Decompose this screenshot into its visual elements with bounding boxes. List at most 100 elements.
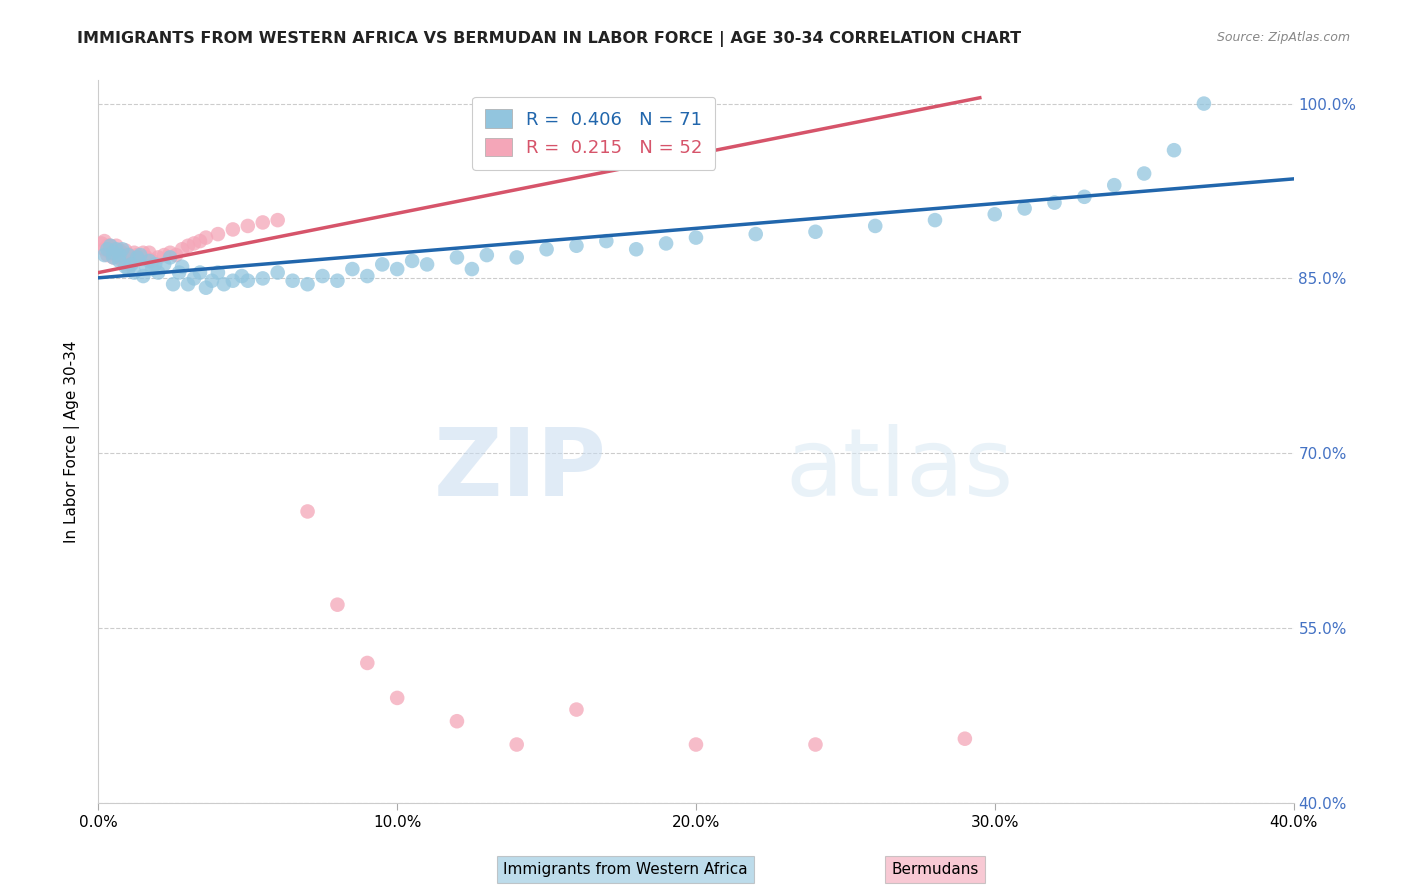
Point [183, 271, 205, 285]
Point [105, 239, 128, 253]
Point [98, 239, 122, 253]
Point [117, 248, 139, 262]
Point [153, 257, 176, 271]
Point [111, 254, 134, 268]
Point [141, 262, 163, 277]
Point [685, 230, 707, 244]
Point [138, 254, 160, 268]
Point [475, 248, 498, 262]
Point [138, 245, 160, 260]
Point [135, 260, 157, 274]
Point [506, 251, 529, 265]
Point [96, 248, 118, 262]
Text: Bermudans: Bermudans [891, 863, 979, 877]
Point [120, 257, 142, 271]
Point [222, 274, 245, 288]
Point [446, 714, 468, 729]
Point [108, 244, 131, 258]
Point [141, 254, 163, 268]
Point [98, 245, 122, 260]
Point [148, 251, 170, 265]
Point [385, 690, 409, 705]
Point [1163, 143, 1185, 157]
Point [103, 242, 125, 256]
Point [1043, 195, 1066, 210]
Point [167, 266, 190, 280]
Point [356, 656, 378, 670]
Point [1192, 96, 1215, 111]
Point [177, 277, 200, 292]
Point [342, 262, 364, 277]
Point [1133, 167, 1156, 181]
Point [124, 254, 146, 268]
Point [326, 598, 349, 612]
Point [195, 281, 218, 295]
Point [1073, 190, 1095, 204]
Point [804, 738, 827, 752]
Point [96, 242, 118, 256]
Point [267, 213, 290, 227]
Point [103, 251, 125, 265]
Point [416, 257, 439, 271]
Point [953, 731, 976, 746]
Point [252, 271, 274, 285]
Text: IMMIGRANTS FROM WESTERN AFRICA VS BERMUDAN IN LABOR FORCE | AGE 30-34 CORRELATIO: IMMIGRANTS FROM WESTERN AFRICA VS BERMUD… [77, 31, 1021, 47]
Point [371, 257, 394, 271]
Point [1104, 178, 1126, 193]
Point [267, 266, 290, 280]
Point [865, 219, 887, 233]
Point [172, 260, 194, 274]
Point [114, 260, 136, 274]
Point [153, 248, 176, 262]
Point [506, 738, 529, 752]
Text: Source: ZipAtlas.com: Source: ZipAtlas.com [1216, 31, 1350, 45]
Point [172, 242, 194, 256]
Point [114, 244, 136, 258]
Point [356, 268, 378, 283]
Point [188, 234, 211, 248]
Point [129, 248, 152, 262]
Point [685, 738, 707, 752]
Point [924, 213, 946, 227]
Point [120, 251, 142, 265]
Point [159, 245, 181, 260]
Point [117, 248, 139, 262]
Point [236, 274, 259, 288]
Point [212, 277, 235, 292]
Point [108, 254, 131, 268]
Point [195, 230, 218, 244]
Point [461, 262, 484, 277]
Text: Immigrants from Western Africa: Immigrants from Western Africa [503, 863, 748, 877]
Point [114, 251, 136, 265]
Point [108, 248, 131, 262]
Point [326, 274, 349, 288]
Point [536, 242, 558, 256]
Point [132, 245, 155, 260]
Point [626, 242, 648, 256]
Point [207, 266, 229, 280]
Point [111, 245, 134, 260]
Point [984, 207, 1007, 221]
Point [127, 248, 149, 262]
Point [201, 274, 224, 288]
Point [804, 225, 827, 239]
Point [297, 504, 319, 518]
Point [281, 274, 304, 288]
Point [93, 248, 115, 262]
Point [159, 251, 181, 265]
Text: atlas: atlas [786, 425, 1014, 516]
Point [124, 245, 146, 260]
Point [385, 262, 409, 277]
Point [565, 702, 588, 716]
Legend: R =  0.406   N = 71, R =  0.215   N = 52: R = 0.406 N = 71, R = 0.215 N = 52 [472, 96, 716, 169]
Point [207, 227, 229, 241]
Point [143, 257, 166, 271]
Point [595, 234, 617, 248]
Point [231, 268, 253, 283]
Y-axis label: In Labor Force | Age 30-34: In Labor Force | Age 30-34 [63, 340, 80, 543]
Point [132, 268, 155, 283]
Point [105, 242, 128, 256]
Point [655, 236, 678, 251]
Point [90, 236, 112, 251]
Point [177, 239, 200, 253]
